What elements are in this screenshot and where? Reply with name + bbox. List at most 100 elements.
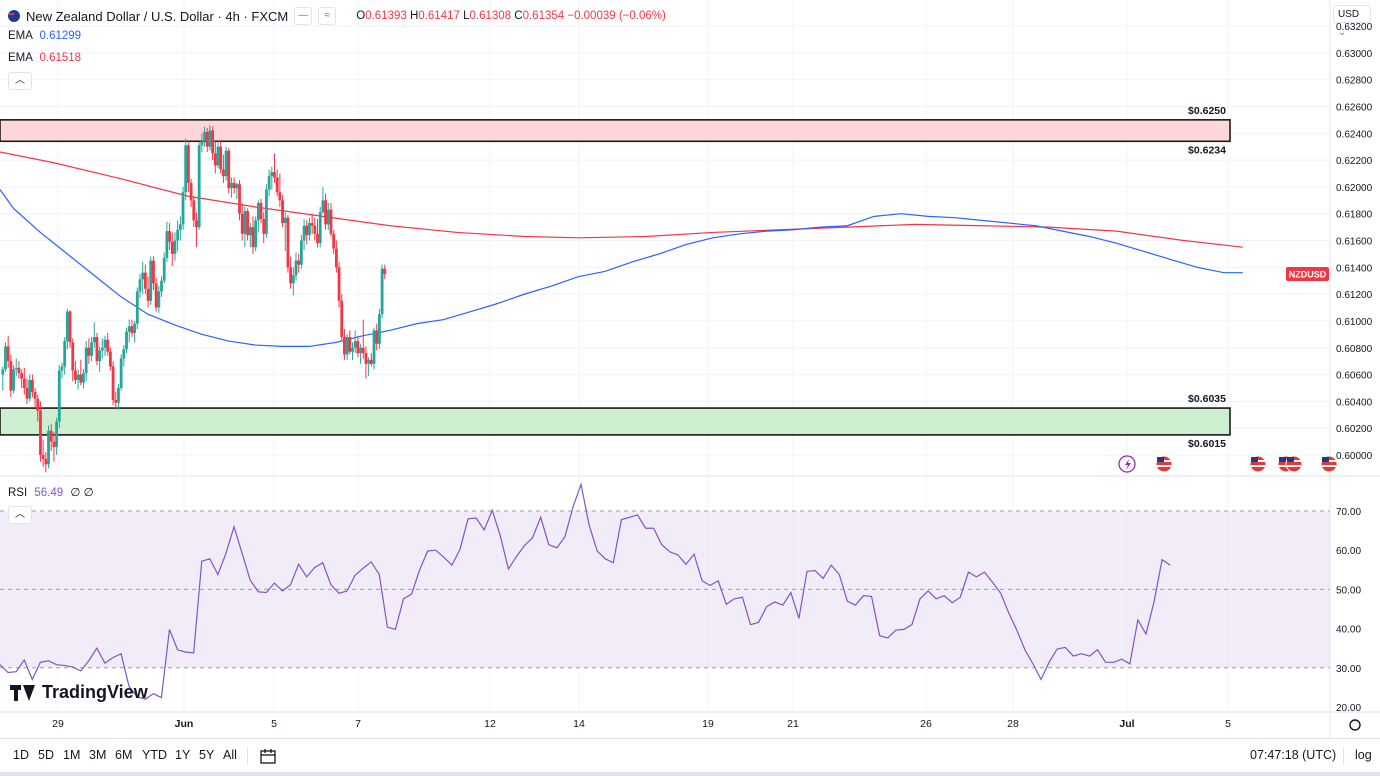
rsi-line-group	[0, 482, 1171, 700]
candle-body	[378, 314, 381, 344]
candle-body	[33, 391, 37, 399]
price-tick-label: 0.63200	[1336, 22, 1373, 33]
collapse-legend-button[interactable]: ︿	[8, 72, 32, 90]
candle-body	[60, 366, 64, 371]
candle-body	[297, 260, 301, 265]
range-5y-button[interactable]: 5Y	[199, 748, 215, 762]
candle-body	[63, 341, 67, 367]
candle-body	[232, 182, 236, 189]
flag-stripe	[1251, 465, 1265, 467]
candle-body	[302, 225, 306, 241]
candle-body	[283, 217, 287, 224]
settings-gear-icon	[1349, 719, 1361, 731]
candle-body	[178, 224, 182, 230]
candle-body	[326, 209, 330, 225]
rsi-tick-label: 70.00	[1336, 507, 1361, 518]
candle-body	[114, 400, 118, 403]
range-all-button[interactable]: All	[223, 748, 237, 762]
rsi-legend[interactable]: RSI 56.49 ∅ ∅	[8, 487, 94, 499]
flag-canton	[1279, 457, 1286, 462]
candle-body	[76, 374, 80, 380]
rsi-tick-label: 60.00	[1336, 546, 1361, 557]
price-tick-label: 0.61000	[1336, 317, 1373, 328]
symbol-legend: New Zealand Dollar / U.S. Dollar · 4h · …	[8, 7, 666, 25]
candle-body	[345, 337, 349, 355]
time-tick-label: 7	[355, 718, 361, 730]
resistance-bottom-label: $0.6234	[1188, 144, 1226, 156]
nzd-flag-icon	[8, 10, 20, 22]
collapse-rsi-button[interactable]: ︿	[8, 506, 32, 524]
range-1d-button[interactable]: 1D	[13, 748, 29, 762]
tradingview-logo[interactable]: TradingView	[10, 682, 148, 703]
log-scale-toggle[interactable]: log	[1355, 748, 1372, 762]
range-ytd-button[interactable]: YTD	[142, 748, 167, 762]
flag-stripe	[1287, 465, 1301, 467]
candle-body	[308, 223, 311, 236]
time-tick-label: 5	[1225, 718, 1231, 730]
candle-body	[340, 300, 344, 338]
hide-icon[interactable]: —	[294, 7, 313, 25]
price-chart[interactable]: $0.6250$0.6234$0.6035$0.6015 0.632000.63…	[0, 0, 1380, 738]
candle-body	[192, 200, 196, 221]
price-tick-label: 0.62800	[1336, 76, 1373, 87]
range-3m-button[interactable]: 3M	[89, 748, 107, 762]
range-6m-button[interactable]: 6M	[115, 748, 133, 762]
flag-stripe	[1157, 465, 1171, 467]
currency-selector[interactable]: USD ⌄	[1333, 5, 1371, 38]
toolbar-divider	[1343, 747, 1344, 765]
candle-body	[332, 233, 336, 249]
price-tick-label: 0.60400	[1336, 397, 1373, 408]
ema-slow-legend[interactable]: EMA 0.61518	[8, 52, 82, 64]
price-tick-label: 0.61800	[1336, 210, 1373, 221]
zones: $0.6250 $0.6234 $0.6035 $0.6015	[0, 105, 1231, 450]
candle-body	[189, 182, 193, 201]
range-1m-button[interactable]: 1M	[63, 748, 81, 762]
candle-body	[375, 330, 379, 344]
candle-body	[230, 182, 233, 189]
candle-body	[173, 240, 177, 254]
symbol-title[interactable]: New Zealand Dollar / U.S. Dollar · 4h · …	[26, 8, 289, 24]
candle-body	[203, 131, 206, 142]
candle-body	[219, 146, 223, 170]
axes: 0.63200 0.63000 0.62800 0.62600 0.62400 0.622…	[0, 0, 1380, 738]
flag-canton	[1157, 457, 1164, 462]
candle-body	[135, 291, 139, 324]
candle-body	[87, 347, 91, 356]
rsi-tick-label: 20.00	[1336, 703, 1361, 714]
time-tick-label: 28	[1007, 718, 1019, 730]
range-1y-button[interactable]: 1Y	[175, 748, 191, 762]
rsi-tick-label: 30.00	[1336, 664, 1361, 675]
candle-body	[117, 387, 120, 403]
time-tick-label: Jul	[1119, 718, 1134, 730]
candle-body	[55, 421, 58, 447]
time-tick-label: 26	[920, 718, 932, 730]
candle-body	[316, 233, 319, 244]
utc-clock[interactable]: 07:47:18 (UTC)	[1250, 748, 1337, 762]
calendar-icon[interactable]	[259, 747, 277, 765]
candle-body	[162, 257, 166, 281]
price-tick-label: 0.62200	[1336, 156, 1373, 167]
price-tick-label: 0.63000	[1336, 49, 1373, 60]
candle-body	[154, 283, 158, 308]
wave-icon[interactable]: ≈	[318, 7, 337, 25]
price-tick-label: 0.61600	[1336, 237, 1373, 248]
rsi-band	[0, 510, 1330, 669]
candle-body	[12, 369, 15, 391]
price-tick-label: 0.62000	[1336, 183, 1373, 194]
price-tick-label: 0.62400	[1336, 129, 1373, 140]
candle-body	[275, 177, 279, 193]
candle-body	[310, 223, 314, 226]
candle-body	[259, 202, 263, 220]
candle-body	[157, 291, 161, 308]
toolbar-divider	[247, 747, 248, 765]
price-tick-label: 0.61400	[1336, 263, 1373, 274]
candle-body	[127, 326, 131, 332]
candle-body	[243, 211, 247, 234]
range-5d-button[interactable]: 5D	[38, 748, 54, 762]
candle-body	[364, 353, 368, 364]
candle-body	[367, 359, 371, 364]
flag-canton	[1287, 457, 1294, 462]
candle-body	[181, 192, 185, 225]
ema-fast-legend[interactable]: EMA 0.61299	[8, 30, 82, 42]
